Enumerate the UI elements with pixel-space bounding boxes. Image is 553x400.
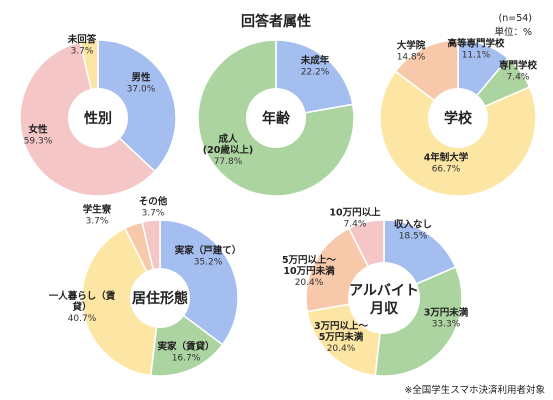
category-label: その他 — [139, 196, 168, 208]
slice-一人暮らし賃-貸 — [81, 227, 161, 377]
category-label: 3万円未満 — [424, 307, 469, 319]
category-label: 10万円未満 — [283, 265, 335, 277]
category-label: 実家（戸建て） — [175, 245, 242, 257]
donut-chart-4: 居住形態 実家（戸建て）35.2% 実家（賃貸）16.7% 一人暮らし（賃貸）40.7… — [49, 196, 242, 377]
category-label: 学生寮 — [83, 204, 112, 216]
category-label: 高等専門学校 — [447, 38, 505, 50]
chart-center-title: 学校 — [444, 110, 473, 127]
category-label: 貸） — [71, 301, 91, 313]
donut-hole — [68, 88, 128, 148]
value-label: 3.7% — [71, 47, 94, 57]
value-label: 37.0% — [127, 85, 156, 95]
unit-label: 単位：% — [494, 26, 532, 38]
chart-center-title: アルバイト — [349, 283, 419, 299]
value-label: 40.7% — [68, 314, 97, 324]
slice-label-実家賃貸: 実家（賃貸）16.7% — [157, 341, 214, 364]
value-label: 33.3% — [432, 320, 461, 330]
chart-center-title: 月収 — [369, 300, 399, 317]
category-label: 成人 — [218, 133, 238, 145]
chart-center-title: 居住形態 — [132, 290, 188, 307]
donut-hole — [428, 88, 488, 148]
slice-label-実家戸建て: 実家（戸建て）35.2% — [175, 245, 242, 268]
value-label: 20.4% — [327, 344, 356, 354]
category-label: 4年制大学 — [424, 152, 469, 164]
slice-label-一人暮らし賃-貸: 一人暮らし（賃貸）40.7% — [49, 290, 116, 324]
donut-hole — [130, 268, 190, 328]
value-label: 77.8% — [214, 157, 243, 167]
value-label: 18.5% — [399, 232, 428, 242]
value-label: 3.7% — [86, 217, 109, 227]
category-label: (20歳以上) — [203, 144, 253, 156]
sample-size: (n=54) — [499, 13, 532, 24]
category-label: 未成年 — [300, 55, 330, 67]
figure-title: 回答者属性 — [241, 13, 311, 30]
donut-hole — [348, 262, 420, 334]
value-label: 14.8% — [397, 53, 426, 63]
category-label: 実家（賃貸） — [157, 341, 214, 353]
category-label: 男性 — [131, 72, 151, 84]
category-label: 収入なし — [394, 219, 432, 231]
value-label: 7.4% — [344, 220, 367, 230]
category-label: 3万円以上～ — [314, 320, 369, 332]
slice-成人-20歳以上 — [197, 39, 355, 197]
category-label: 専門学校 — [499, 60, 538, 72]
slice-男性 — [97, 39, 177, 173]
value-label: 11.1% — [462, 51, 491, 61]
category-label: 女性 — [28, 124, 48, 136]
category-label: 5万円以上～ — [282, 254, 337, 266]
chart-center-title: 性別 — [84, 110, 112, 127]
category-label: 5万円未満 — [319, 331, 364, 343]
category-label: 一人暮らし（賃 — [49, 290, 116, 302]
value-label: 66.7% — [432, 165, 461, 175]
category-label: 未回答 — [67, 34, 97, 46]
slice-label-成人-20歳以上: 成人(20歳以上)77.8% — [203, 133, 253, 167]
category-label: 10万円以上 — [329, 207, 381, 219]
value-label: 16.7% — [172, 354, 201, 364]
value-label: 7.4% — [507, 73, 530, 83]
footnote: ※全国学生スマホ決済利用者対象 — [404, 384, 545, 396]
chart-center-title: 年齢 — [262, 110, 291, 127]
value-label: 3.7% — [142, 209, 165, 219]
category-label: 大学院 — [397, 40, 426, 52]
value-label: 35.2% — [194, 258, 223, 268]
value-label: 20.4% — [295, 278, 324, 288]
donut-hole — [246, 88, 306, 148]
donut-chart-5: アルバイト月収収入なし18.5%3万円未満33.3%3万円以上～5万円未満20.… — [282, 207, 469, 377]
slice-実家戸建て — [159, 219, 239, 346]
value-label: 22.2% — [301, 68, 330, 78]
value-label: 59.3% — [24, 137, 53, 147]
